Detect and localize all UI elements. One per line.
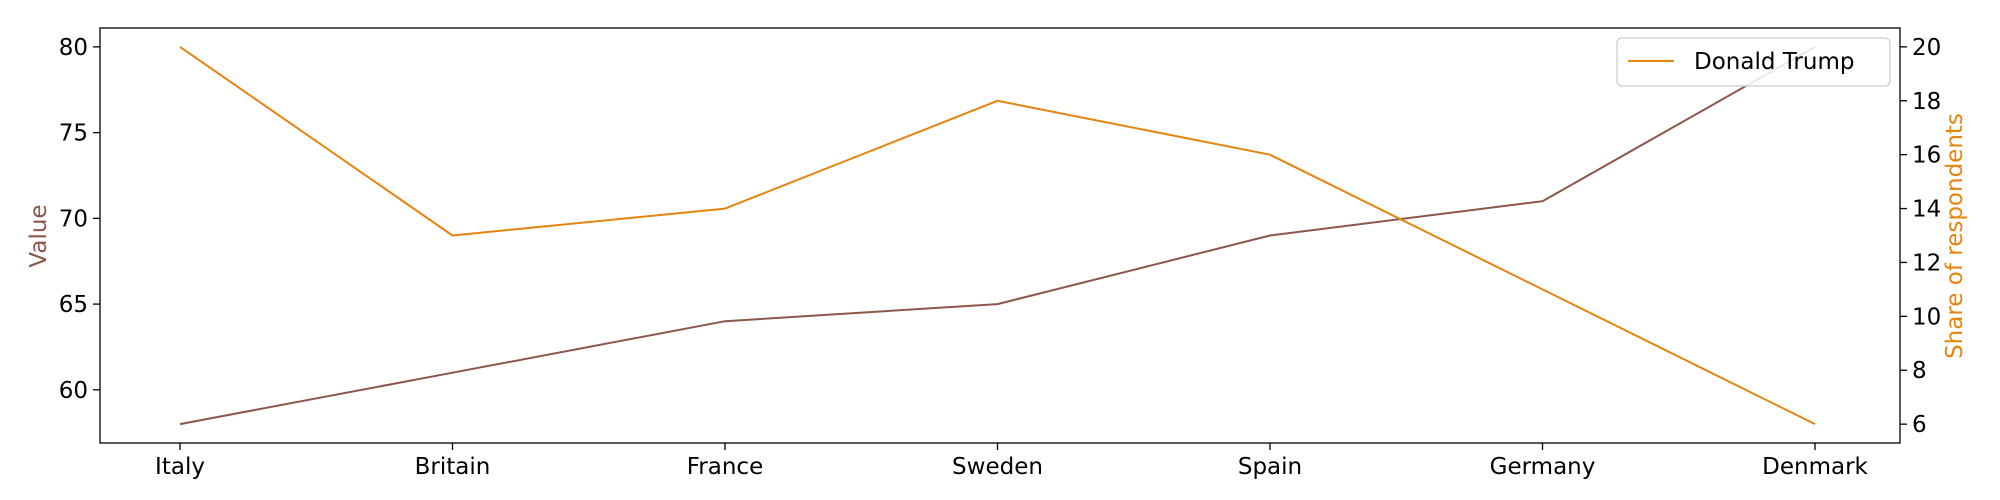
x-axis: Italy Britain France Sweden Spain Germany Denm…	[155, 443, 1869, 480]
legend-label-donald-trump: Donald Trump	[1694, 49, 1854, 75]
y-right-tick-label-18: 18	[1912, 89, 1941, 115]
series-layer	[179, 46, 1816, 426]
y-right-tick-label-12: 12	[1912, 250, 1941, 276]
x-tick-label-germany: Germany	[1490, 454, 1596, 480]
y-right-tick-label-14: 14	[1912, 197, 1941, 223]
x-tick-label-france: France	[687, 454, 763, 480]
x-tick-label-denmark: Denmark	[1762, 454, 1868, 480]
y-axis-label-right: Share of respondents	[1942, 113, 1968, 359]
y-left-tick-label-65: 65	[59, 292, 88, 318]
series-line-1	[179, 46, 1816, 426]
y-right-tick-label-20: 20	[1912, 35, 1941, 61]
plot-frame	[99, 27, 1901, 444]
y-left-tick-label-80: 80	[59, 35, 88, 61]
y-right-tick-label-6: 6	[1912, 412, 1927, 438]
right-axis: 6 8 10 12 14 16 18 20	[1900, 35, 1941, 438]
y-right-tick-label-16: 16	[1912, 143, 1941, 169]
x-tick-label-sweden: Sweden	[952, 454, 1043, 480]
x-tick-label-spain: Spain	[1238, 454, 1302, 480]
y-right-tick-label-10: 10	[1912, 304, 1941, 330]
y-left-tick-label-60: 60	[59, 378, 88, 404]
left-axis: 60 65 70 75 80	[59, 35, 100, 404]
y-axis-label-left: Value	[26, 204, 52, 267]
x-tick-label-italy: Italy	[155, 454, 205, 480]
legend: Donald Trump	[1616, 37, 1891, 87]
series-line-donald-trump	[179, 46, 1816, 425]
y-left-tick-label-75: 75	[59, 121, 88, 147]
y-left-tick-label-70: 70	[59, 206, 88, 232]
x-tick-label-britain: Britain	[415, 454, 491, 480]
legend-box	[1616, 37, 1891, 87]
y-right-tick-label-8: 8	[1912, 358, 1927, 384]
